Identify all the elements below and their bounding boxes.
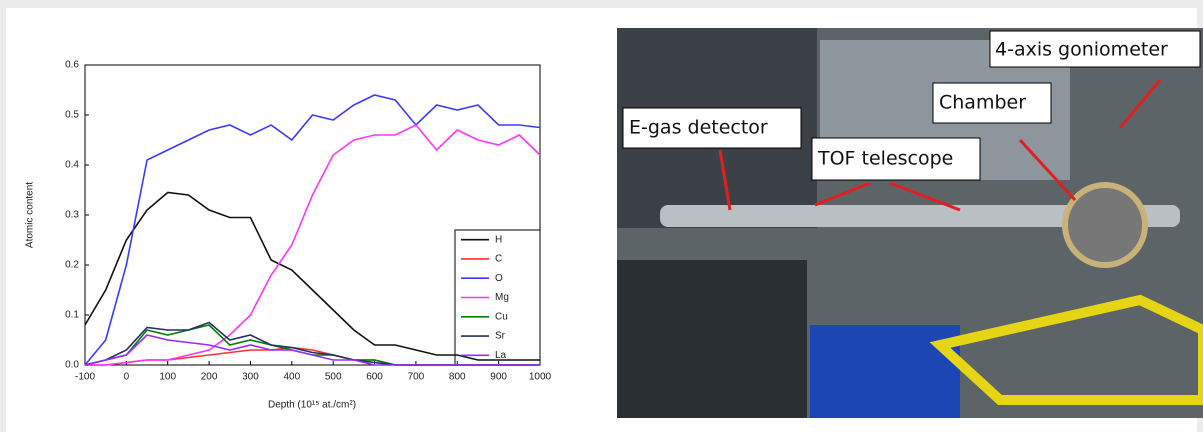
- x-tick-label: 800: [449, 372, 466, 383]
- legend-label: C: [495, 254, 502, 265]
- series-line: [84, 334, 540, 366]
- label: E-gas detector: [629, 117, 768, 139]
- label-box: [932, 82, 1052, 124]
- arrow: [1118, 79, 1162, 129]
- x-tick-label: 100: [159, 372, 176, 383]
- series-line: [84, 191, 540, 361]
- label-box: [811, 137, 981, 181]
- x-tick-label: 500: [325, 372, 342, 383]
- arrows: [718, 79, 1162, 212]
- y-tick-label: 0.3: [65, 210, 79, 221]
- legend-label: O: [495, 273, 503, 284]
- label-box: [989, 30, 1201, 68]
- photo: 4-axis goniometer Chamber E-gas detector…: [617, 28, 1203, 418]
- y-tick-label: 0.4: [65, 160, 79, 171]
- arrow: [1018, 138, 1077, 202]
- x-tick-label: 400: [283, 372, 300, 383]
- label: 4-axis goniometer: [995, 39, 1168, 61]
- label: TOF telescope: [817, 148, 953, 170]
- series-line: [85, 124, 541, 366]
- y-tick-label: 0.2: [65, 260, 79, 271]
- legend-label: Cu: [495, 311, 508, 322]
- arrow: [814, 181, 871, 207]
- x-tick-label: 300: [242, 372, 259, 383]
- x-tick-label: 600: [366, 372, 383, 383]
- y-axis-label: Atomic content: [25, 182, 36, 248]
- arrow: [718, 149, 732, 211]
- y-tick-label: 0.1: [65, 310, 79, 321]
- x-tick-label: 700: [408, 372, 425, 383]
- x-tick-label: 200: [201, 372, 218, 383]
- x-tick-label: 1000: [529, 372, 552, 383]
- legend-label: Sr: [495, 331, 506, 342]
- legend-label: La: [495, 350, 507, 361]
- x-tick-label: 900: [490, 372, 507, 383]
- arrow: [889, 181, 961, 212]
- frame: [929, 294, 1203, 405]
- chamber: [1062, 182, 1148, 268]
- x-tick-label: 0: [124, 372, 130, 383]
- y-tick-label: 0.6: [65, 60, 79, 71]
- y-tick-label: 0.0: [65, 360, 79, 371]
- series-line: [84, 94, 541, 366]
- label: Chamber: [939, 92, 1026, 114]
- chart: Depth (10¹⁵ at./cm²) Atomic content -100…: [25, 60, 552, 411]
- y-tick-label: 0.5: [65, 110, 79, 121]
- stand: [810, 325, 960, 418]
- x-axis-label: Depth (10¹⁵ at./cm²): [268, 400, 356, 411]
- legend-label: Mg: [495, 292, 509, 303]
- photo-rack: [617, 260, 807, 418]
- beamline-pipe: [660, 205, 1180, 227]
- x-tick-label: -100: [75, 372, 95, 383]
- label-box: [622, 107, 802, 149]
- legend-label: H: [495, 234, 502, 245]
